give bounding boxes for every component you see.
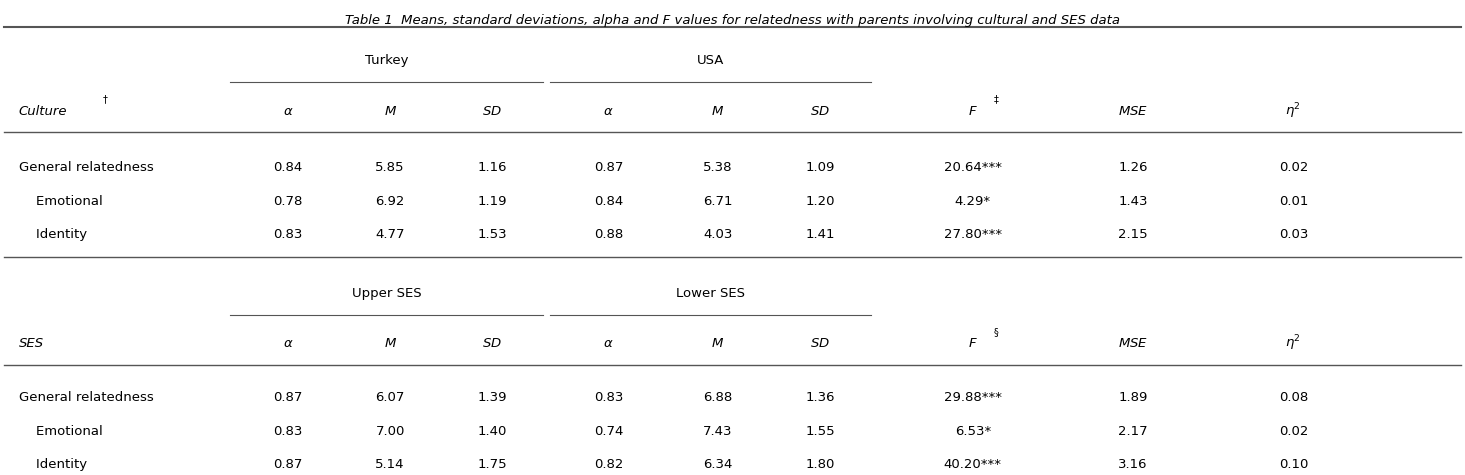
Text: 3.16: 3.16 [1118,458,1149,471]
Text: 1.26: 1.26 [1118,161,1149,174]
Text: Culture: Culture [19,104,67,117]
Text: 1.41: 1.41 [806,228,835,241]
Text: 2.17: 2.17 [1118,425,1149,437]
Text: Turkey: Turkey [365,54,409,67]
Text: 0.83: 0.83 [593,391,624,404]
Text: 1.16: 1.16 [478,161,507,174]
Text: USA: USA [697,54,724,67]
Text: 0.03: 0.03 [1279,228,1308,241]
Text: 0.87: 0.87 [274,458,303,471]
Text: $M$: $M$ [384,104,397,117]
Text: 1.55: 1.55 [806,425,835,437]
Text: 0.88: 0.88 [595,228,623,241]
Text: 29.88***: 29.88*** [943,391,1002,404]
Text: $M$: $M$ [712,337,725,350]
Text: Identity: Identity [19,228,86,241]
Text: $\alpha$: $\alpha$ [283,337,293,350]
Text: 0.78: 0.78 [274,195,303,208]
Text: 6.07: 6.07 [375,391,404,404]
Text: 0.84: 0.84 [595,195,623,208]
Text: 0.83: 0.83 [274,425,303,437]
Text: 0.83: 0.83 [274,228,303,241]
Text: 1.36: 1.36 [806,391,835,404]
Text: 1.80: 1.80 [806,458,835,471]
Text: $M$: $M$ [712,104,725,117]
Text: 27.80***: 27.80*** [943,228,1002,241]
Text: 1.09: 1.09 [806,161,835,174]
Text: 1.40: 1.40 [478,425,507,437]
Text: $\eta^2$: $\eta^2$ [1285,101,1301,121]
Text: 5.38: 5.38 [703,161,732,174]
Text: 4.77: 4.77 [375,228,404,241]
Text: 0.87: 0.87 [593,161,624,174]
Text: 2.15: 2.15 [1118,228,1149,241]
Text: Identity: Identity [19,458,86,471]
Text: 20.64***: 20.64*** [943,161,1002,174]
Text: 0.87: 0.87 [274,391,303,404]
Text: $MSE$: $MSE$ [1118,104,1149,117]
Text: $SD$: $SD$ [482,337,502,350]
Text: 0.84: 0.84 [274,161,303,174]
Text: 40.20***: 40.20*** [943,458,1002,471]
Text: §: § [993,327,999,337]
Text: 1.89: 1.89 [1118,391,1147,404]
Text: Emotional: Emotional [19,195,103,208]
Text: 6.71: 6.71 [703,195,732,208]
Text: †: † [103,94,108,104]
Text: 0.02: 0.02 [1279,161,1308,174]
Text: General relatedness: General relatedness [19,391,154,404]
Text: Table 1  Means, standard deviations, alpha and F values for relatedness with par: Table 1 Means, standard deviations, alph… [344,14,1121,27]
Text: 4.29*: 4.29* [955,195,990,208]
Text: 6.53*: 6.53* [955,425,990,437]
Text: 6.34: 6.34 [703,458,732,471]
Text: 1.39: 1.39 [478,391,507,404]
Text: Lower SES: Lower SES [677,287,746,300]
Text: $SD$: $SD$ [482,104,502,117]
Text: $\alpha$: $\alpha$ [604,337,614,350]
Text: 0.10: 0.10 [1279,458,1308,471]
Text: 5.85: 5.85 [375,161,404,174]
Text: 1.53: 1.53 [478,228,507,241]
Text: 4.03: 4.03 [703,228,732,241]
Text: 6.92: 6.92 [375,195,404,208]
Text: 7.43: 7.43 [703,425,732,437]
Text: $\alpha$: $\alpha$ [604,104,614,117]
Text: $SD$: $SD$ [810,337,829,350]
Text: 7.00: 7.00 [375,425,404,437]
Text: 0.82: 0.82 [593,458,624,471]
Text: 5.14: 5.14 [375,458,404,471]
Text: 0.74: 0.74 [593,425,624,437]
Text: 0.01: 0.01 [1279,195,1308,208]
Text: 1.43: 1.43 [1118,195,1149,208]
Text: General relatedness: General relatedness [19,161,154,174]
Text: 0.08: 0.08 [1279,391,1308,404]
Text: 1.20: 1.20 [806,195,835,208]
Text: 1.75: 1.75 [478,458,507,471]
Text: Emotional: Emotional [19,425,103,437]
Text: ‡: ‡ [993,94,999,104]
Text: $MSE$: $MSE$ [1118,337,1149,350]
Text: $M$: $M$ [384,337,397,350]
Text: $F$: $F$ [968,337,977,350]
Text: 1.19: 1.19 [478,195,507,208]
Text: SES: SES [19,337,44,350]
Text: 6.88: 6.88 [703,391,732,404]
Text: $SD$: $SD$ [810,104,829,117]
Text: $\alpha$: $\alpha$ [283,104,293,117]
Text: Upper SES: Upper SES [352,287,422,300]
Text: $\eta^2$: $\eta^2$ [1285,334,1301,353]
Text: $F$: $F$ [968,104,977,117]
Text: 0.02: 0.02 [1279,425,1308,437]
